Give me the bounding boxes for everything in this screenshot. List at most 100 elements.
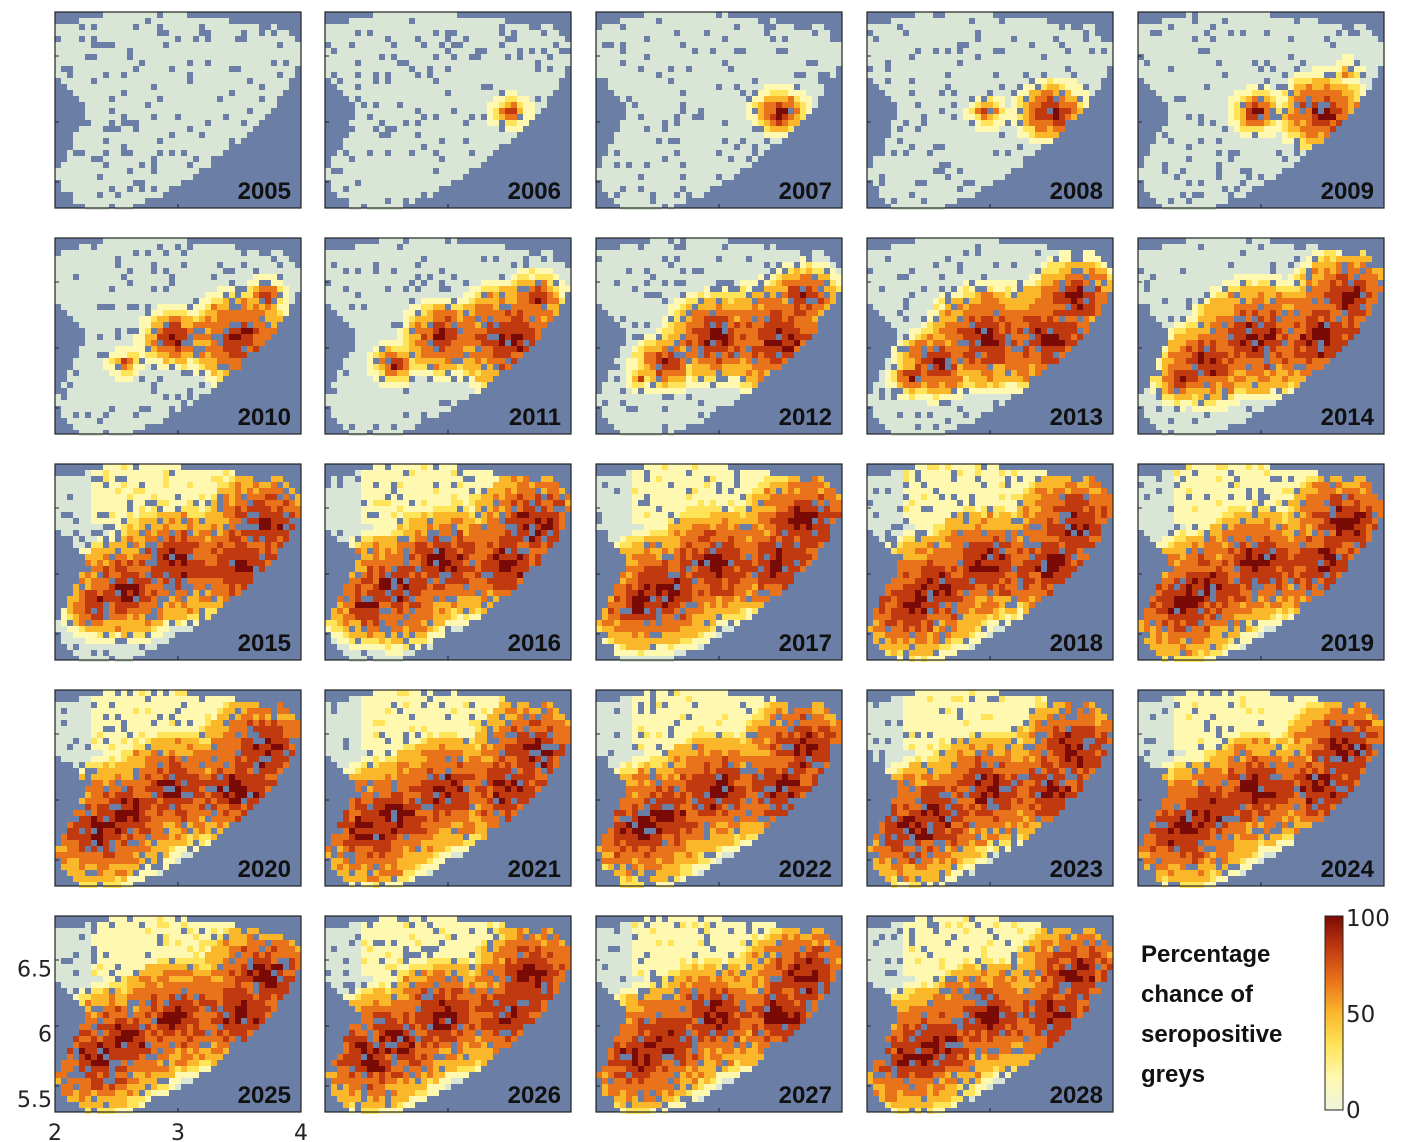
map-cell — [1228, 66, 1234, 72]
map-cell — [169, 340, 175, 346]
map-cell — [175, 340, 181, 346]
map-cell — [716, 30, 722, 36]
map-cell — [1023, 18, 1029, 24]
map-cell — [331, 174, 337, 180]
map-cell — [175, 292, 181, 298]
map-cell — [999, 60, 1005, 66]
map-cell — [921, 90, 927, 96]
map-cell — [115, 150, 121, 156]
map-cell — [235, 30, 241, 36]
map-cell — [145, 42, 151, 48]
map-cell — [127, 84, 133, 90]
map-cell — [367, 174, 373, 180]
map-cell — [481, 18, 487, 24]
map-cell — [367, 156, 373, 162]
map-cell — [1282, 48, 1288, 54]
map-cell — [1029, 72, 1035, 78]
map-cell — [229, 126, 235, 132]
map-cell — [493, 72, 499, 78]
map-cell — [686, 90, 692, 96]
map-cell — [529, 60, 535, 66]
map-cell — [885, 150, 891, 156]
map-cell — [1065, 102, 1071, 108]
map-cell — [193, 96, 199, 102]
map-cell — [109, 84, 115, 90]
map-cell — [385, 192, 391, 198]
map-cell — [199, 304, 205, 310]
map-cell — [1186, 36, 1192, 42]
map-cell — [1065, 30, 1071, 36]
map-cell — [79, 96, 85, 102]
map-cell — [451, 138, 457, 144]
map-cell — [939, 54, 945, 60]
map-cell — [67, 174, 73, 180]
map-cell — [1282, 96, 1288, 102]
map-cell — [505, 42, 511, 48]
map-cell — [187, 138, 193, 144]
map-cell — [656, 42, 662, 48]
map-cell — [235, 102, 241, 108]
map-cell — [1047, 60, 1053, 66]
map-cell — [469, 48, 475, 54]
map-cell — [758, 102, 764, 108]
map-cell — [403, 156, 409, 162]
map-cell — [891, 204, 897, 210]
map-cell — [481, 102, 487, 108]
map-cell — [1198, 54, 1204, 60]
map-cell — [1306, 114, 1312, 120]
map-cell — [1186, 150, 1192, 156]
map-cell — [1288, 144, 1294, 150]
map-cell — [385, 204, 391, 210]
map-cell — [475, 90, 481, 96]
map-cell — [1192, 54, 1198, 60]
map-cell — [1053, 84, 1059, 90]
map-cell — [927, 102, 933, 108]
map-cell — [103, 60, 109, 66]
map-cell — [782, 120, 788, 126]
map-cell — [1222, 144, 1228, 150]
map-cell — [1312, 60, 1318, 66]
map-cell — [1047, 126, 1053, 132]
map-cell — [1150, 72, 1156, 78]
map-cell — [981, 126, 987, 132]
map-cell — [181, 156, 187, 162]
map-cell — [199, 274, 205, 280]
map-cell — [921, 72, 927, 78]
map-cell — [1011, 96, 1017, 102]
map-cell — [945, 24, 951, 30]
map-cell — [1348, 54, 1354, 60]
map-cell — [451, 174, 457, 180]
map-cell — [1294, 72, 1300, 78]
map-cell — [975, 156, 981, 162]
map-cell — [1240, 108, 1246, 114]
map-cell — [1150, 192, 1156, 198]
map-cell — [824, 36, 830, 42]
map-cell — [259, 66, 265, 72]
map-cell — [1017, 156, 1023, 162]
map-cell — [55, 256, 61, 262]
map-cell — [1246, 90, 1252, 96]
map-cell — [1071, 48, 1077, 54]
map-cell — [67, 280, 73, 286]
map-cell — [812, 24, 818, 30]
map-cell — [945, 30, 951, 36]
map-cell — [343, 60, 349, 66]
map-cell — [1138, 30, 1144, 36]
map-cell — [223, 138, 229, 144]
map-cell — [115, 198, 121, 204]
map-cell — [1252, 162, 1258, 168]
map-cell — [487, 126, 493, 132]
map-cell — [1101, 54, 1107, 60]
map-cell — [1318, 132, 1324, 138]
map-cell — [909, 60, 915, 66]
map-cell — [1150, 156, 1156, 162]
map-cell — [770, 54, 776, 60]
map-cell — [175, 268, 181, 274]
map-cell — [975, 66, 981, 72]
map-cell — [193, 114, 199, 120]
map-cell — [175, 280, 181, 286]
map-cell — [903, 168, 909, 174]
map-cell — [103, 36, 109, 42]
map-cell — [662, 18, 668, 24]
map-cell — [1360, 54, 1366, 60]
